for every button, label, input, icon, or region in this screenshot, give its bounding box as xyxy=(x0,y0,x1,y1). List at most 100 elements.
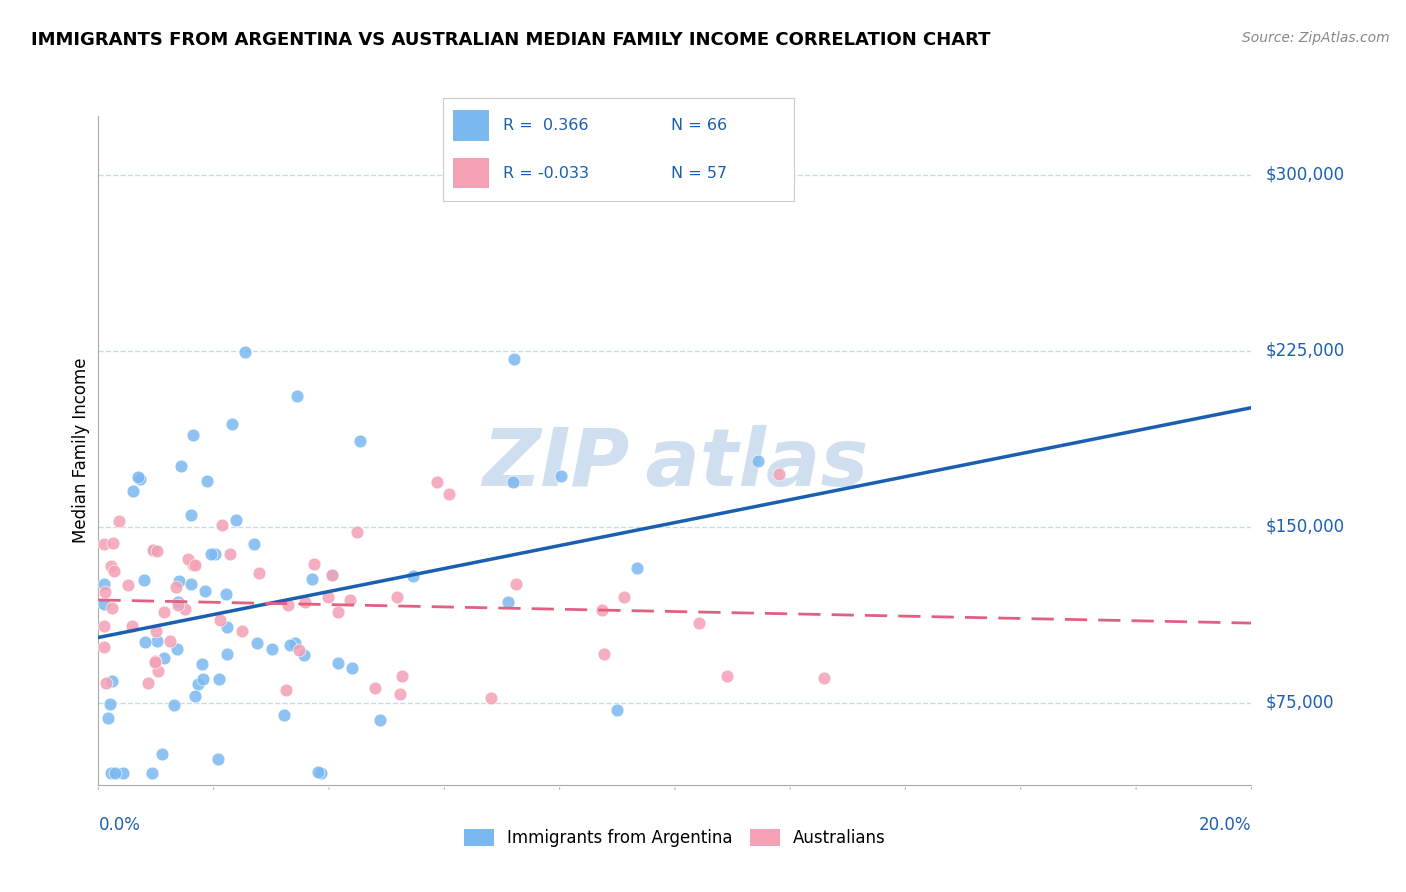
Point xyxy=(103,564,125,578)
Point xyxy=(368,713,391,727)
Point xyxy=(273,707,295,722)
Point xyxy=(503,352,526,367)
Point xyxy=(321,568,343,582)
Point xyxy=(121,483,143,498)
Point xyxy=(813,672,835,686)
Point xyxy=(328,605,350,619)
Point xyxy=(385,591,408,605)
Point xyxy=(167,594,190,608)
Point xyxy=(143,654,166,668)
Point xyxy=(163,698,186,712)
Point xyxy=(94,675,117,690)
Point xyxy=(593,647,616,661)
Point xyxy=(132,573,155,587)
Point xyxy=(93,576,115,591)
Point xyxy=(152,651,174,665)
Point xyxy=(688,615,710,630)
Point xyxy=(215,647,238,661)
Point xyxy=(101,536,124,550)
Point xyxy=(505,576,527,591)
Point xyxy=(225,512,247,526)
Point xyxy=(716,668,738,682)
Point xyxy=(339,593,361,607)
Text: R = -0.033: R = -0.033 xyxy=(503,166,589,180)
Point xyxy=(197,474,219,488)
Point xyxy=(153,605,176,619)
Point xyxy=(425,475,447,489)
Point xyxy=(215,587,238,601)
Point xyxy=(143,655,166,669)
Point xyxy=(187,677,209,691)
Point xyxy=(150,747,173,761)
Point xyxy=(104,766,127,780)
Point xyxy=(294,595,316,609)
Point xyxy=(177,552,200,566)
Point xyxy=(346,525,368,540)
Point xyxy=(173,602,195,616)
Point xyxy=(145,624,167,638)
Point xyxy=(439,487,461,501)
Point xyxy=(309,766,332,780)
Point xyxy=(550,469,572,483)
Point xyxy=(316,591,339,605)
Point xyxy=(204,547,226,561)
Point xyxy=(278,638,301,652)
Point xyxy=(93,618,115,632)
Point xyxy=(146,664,169,678)
Point xyxy=(208,672,231,686)
Point xyxy=(277,598,299,612)
Point xyxy=(183,689,205,703)
Point xyxy=(231,624,253,638)
Point xyxy=(768,467,790,482)
Point xyxy=(301,572,323,586)
Point xyxy=(183,428,205,442)
Point xyxy=(246,636,269,650)
Point xyxy=(242,537,264,551)
Point xyxy=(194,583,217,598)
Point xyxy=(129,472,152,486)
Point xyxy=(165,580,187,594)
Point xyxy=(592,603,614,617)
Y-axis label: Median Family Income: Median Family Income xyxy=(72,358,90,543)
FancyBboxPatch shape xyxy=(453,158,489,188)
Point xyxy=(136,676,159,690)
Point xyxy=(328,656,350,670)
Point xyxy=(94,584,117,599)
Text: 0.0%: 0.0% xyxy=(98,815,141,833)
Point xyxy=(349,434,371,449)
Point xyxy=(101,673,124,688)
Text: $225,000: $225,000 xyxy=(1265,342,1344,359)
Point xyxy=(159,634,181,648)
Point xyxy=(142,543,165,558)
Point xyxy=(180,508,202,523)
Point xyxy=(221,417,243,431)
Point xyxy=(274,682,297,697)
Point xyxy=(235,345,257,359)
Point xyxy=(146,633,169,648)
Text: $300,000: $300,000 xyxy=(1265,166,1344,184)
Point xyxy=(302,557,325,571)
Point xyxy=(100,766,122,780)
Point xyxy=(93,537,115,551)
Point xyxy=(93,640,115,655)
Point xyxy=(626,561,648,575)
Point xyxy=(112,766,135,780)
Point xyxy=(307,765,329,780)
Point xyxy=(391,669,413,683)
Point xyxy=(134,635,156,649)
Point xyxy=(97,711,120,725)
Point xyxy=(117,578,139,592)
Point xyxy=(215,620,238,634)
Point xyxy=(262,642,284,657)
Point xyxy=(101,601,124,615)
Point xyxy=(180,577,202,591)
Point xyxy=(141,766,163,780)
Point xyxy=(364,681,387,695)
Text: Source: ZipAtlas.com: Source: ZipAtlas.com xyxy=(1241,31,1389,45)
Point xyxy=(340,661,363,675)
Point xyxy=(496,595,519,609)
Point xyxy=(191,657,214,671)
Point xyxy=(183,558,205,572)
Text: ZIP atlas: ZIP atlas xyxy=(482,425,868,503)
Point xyxy=(219,547,242,561)
